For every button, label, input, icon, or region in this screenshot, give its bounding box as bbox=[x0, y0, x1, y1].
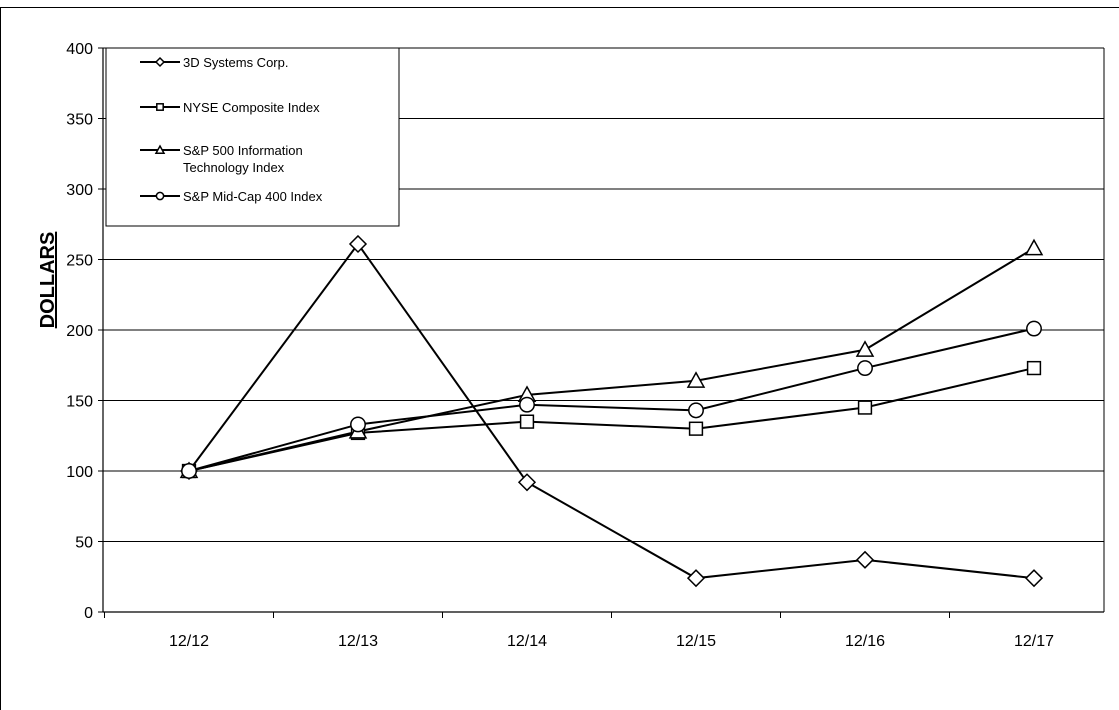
data-point-2-4 bbox=[855, 340, 875, 357]
series-markers-1 bbox=[181, 360, 1042, 479]
legend-marker-0 bbox=[154, 56, 166, 68]
data-point-1-3 bbox=[688, 421, 704, 436]
y-tick-label-150: 150 bbox=[66, 394, 93, 411]
data-point-0-1 bbox=[348, 234, 368, 254]
data-point-3-5 bbox=[1026, 320, 1042, 337]
x-tick-label-2: 12/14 bbox=[507, 633, 547, 650]
x-tick-label-3: 12/15 bbox=[676, 633, 716, 650]
x-tick-label-0: 12/12 bbox=[169, 633, 209, 650]
legend-label-2: S&P 500 Information Technology Index bbox=[183, 143, 303, 175]
legend-marker-1 bbox=[156, 103, 164, 111]
legend-label-1: NYSE Composite Index bbox=[183, 100, 320, 115]
data-point-0-5 bbox=[1024, 569, 1044, 588]
data-point-1-4 bbox=[857, 400, 873, 415]
data-point-2-5 bbox=[1024, 238, 1044, 256]
series-2 bbox=[188, 247, 1035, 472]
y-axis-title: DOLLARS bbox=[37, 232, 59, 329]
series-0 bbox=[188, 242, 1035, 580]
data-point-2-3 bbox=[686, 371, 706, 388]
data-point-0-4 bbox=[855, 550, 875, 569]
data-point-3-3 bbox=[688, 402, 704, 419]
data-point-3-0 bbox=[181, 463, 197, 479]
x-tick-label-5: 12/17 bbox=[1014, 633, 1054, 650]
y-tick-label-350: 350 bbox=[66, 112, 93, 129]
series-markers-3 bbox=[181, 320, 1042, 479]
y-tick-label-300: 300 bbox=[66, 182, 93, 199]
data-point-0-3 bbox=[686, 569, 706, 588]
data-point-3-2 bbox=[519, 396, 535, 413]
legend-marker-3 bbox=[155, 191, 165, 201]
y-tick-label-200: 200 bbox=[66, 323, 93, 340]
series-line-1 bbox=[188, 367, 1035, 472]
data-point-3-4 bbox=[857, 360, 873, 377]
y-tick-label-50: 50 bbox=[75, 535, 93, 552]
y-tick-label-250: 250 bbox=[66, 253, 93, 270]
x-tick-label-1: 12/13 bbox=[338, 633, 378, 650]
series-line-0 bbox=[188, 242, 1035, 580]
data-point-3-1 bbox=[350, 416, 366, 433]
y-tick-label-400: 400 bbox=[66, 41, 93, 58]
legend-label-3: S&P Mid-Cap 400 Index bbox=[183, 189, 323, 204]
y-tick-label-0: 0 bbox=[84, 605, 93, 622]
data-point-1-5 bbox=[1026, 360, 1042, 376]
y-tick-label-100: 100 bbox=[66, 464, 93, 481]
series-line-2 bbox=[188, 247, 1035, 472]
x-tick-label-4: 12/16 bbox=[845, 633, 885, 650]
series-3 bbox=[188, 327, 1035, 472]
data-point-0-2 bbox=[517, 473, 537, 492]
legend-label-0: 3D Systems Corp. bbox=[183, 55, 288, 70]
data-point-1-2 bbox=[519, 414, 535, 429]
series-line-3 bbox=[188, 327, 1035, 472]
series-markers-0 bbox=[179, 234, 1044, 588]
legend: 3D Systems Corp. NYSE Composite Index S&P … bbox=[105, 47, 400, 227]
series-1 bbox=[188, 367, 1035, 472]
legend-marker-2 bbox=[154, 144, 166, 154]
